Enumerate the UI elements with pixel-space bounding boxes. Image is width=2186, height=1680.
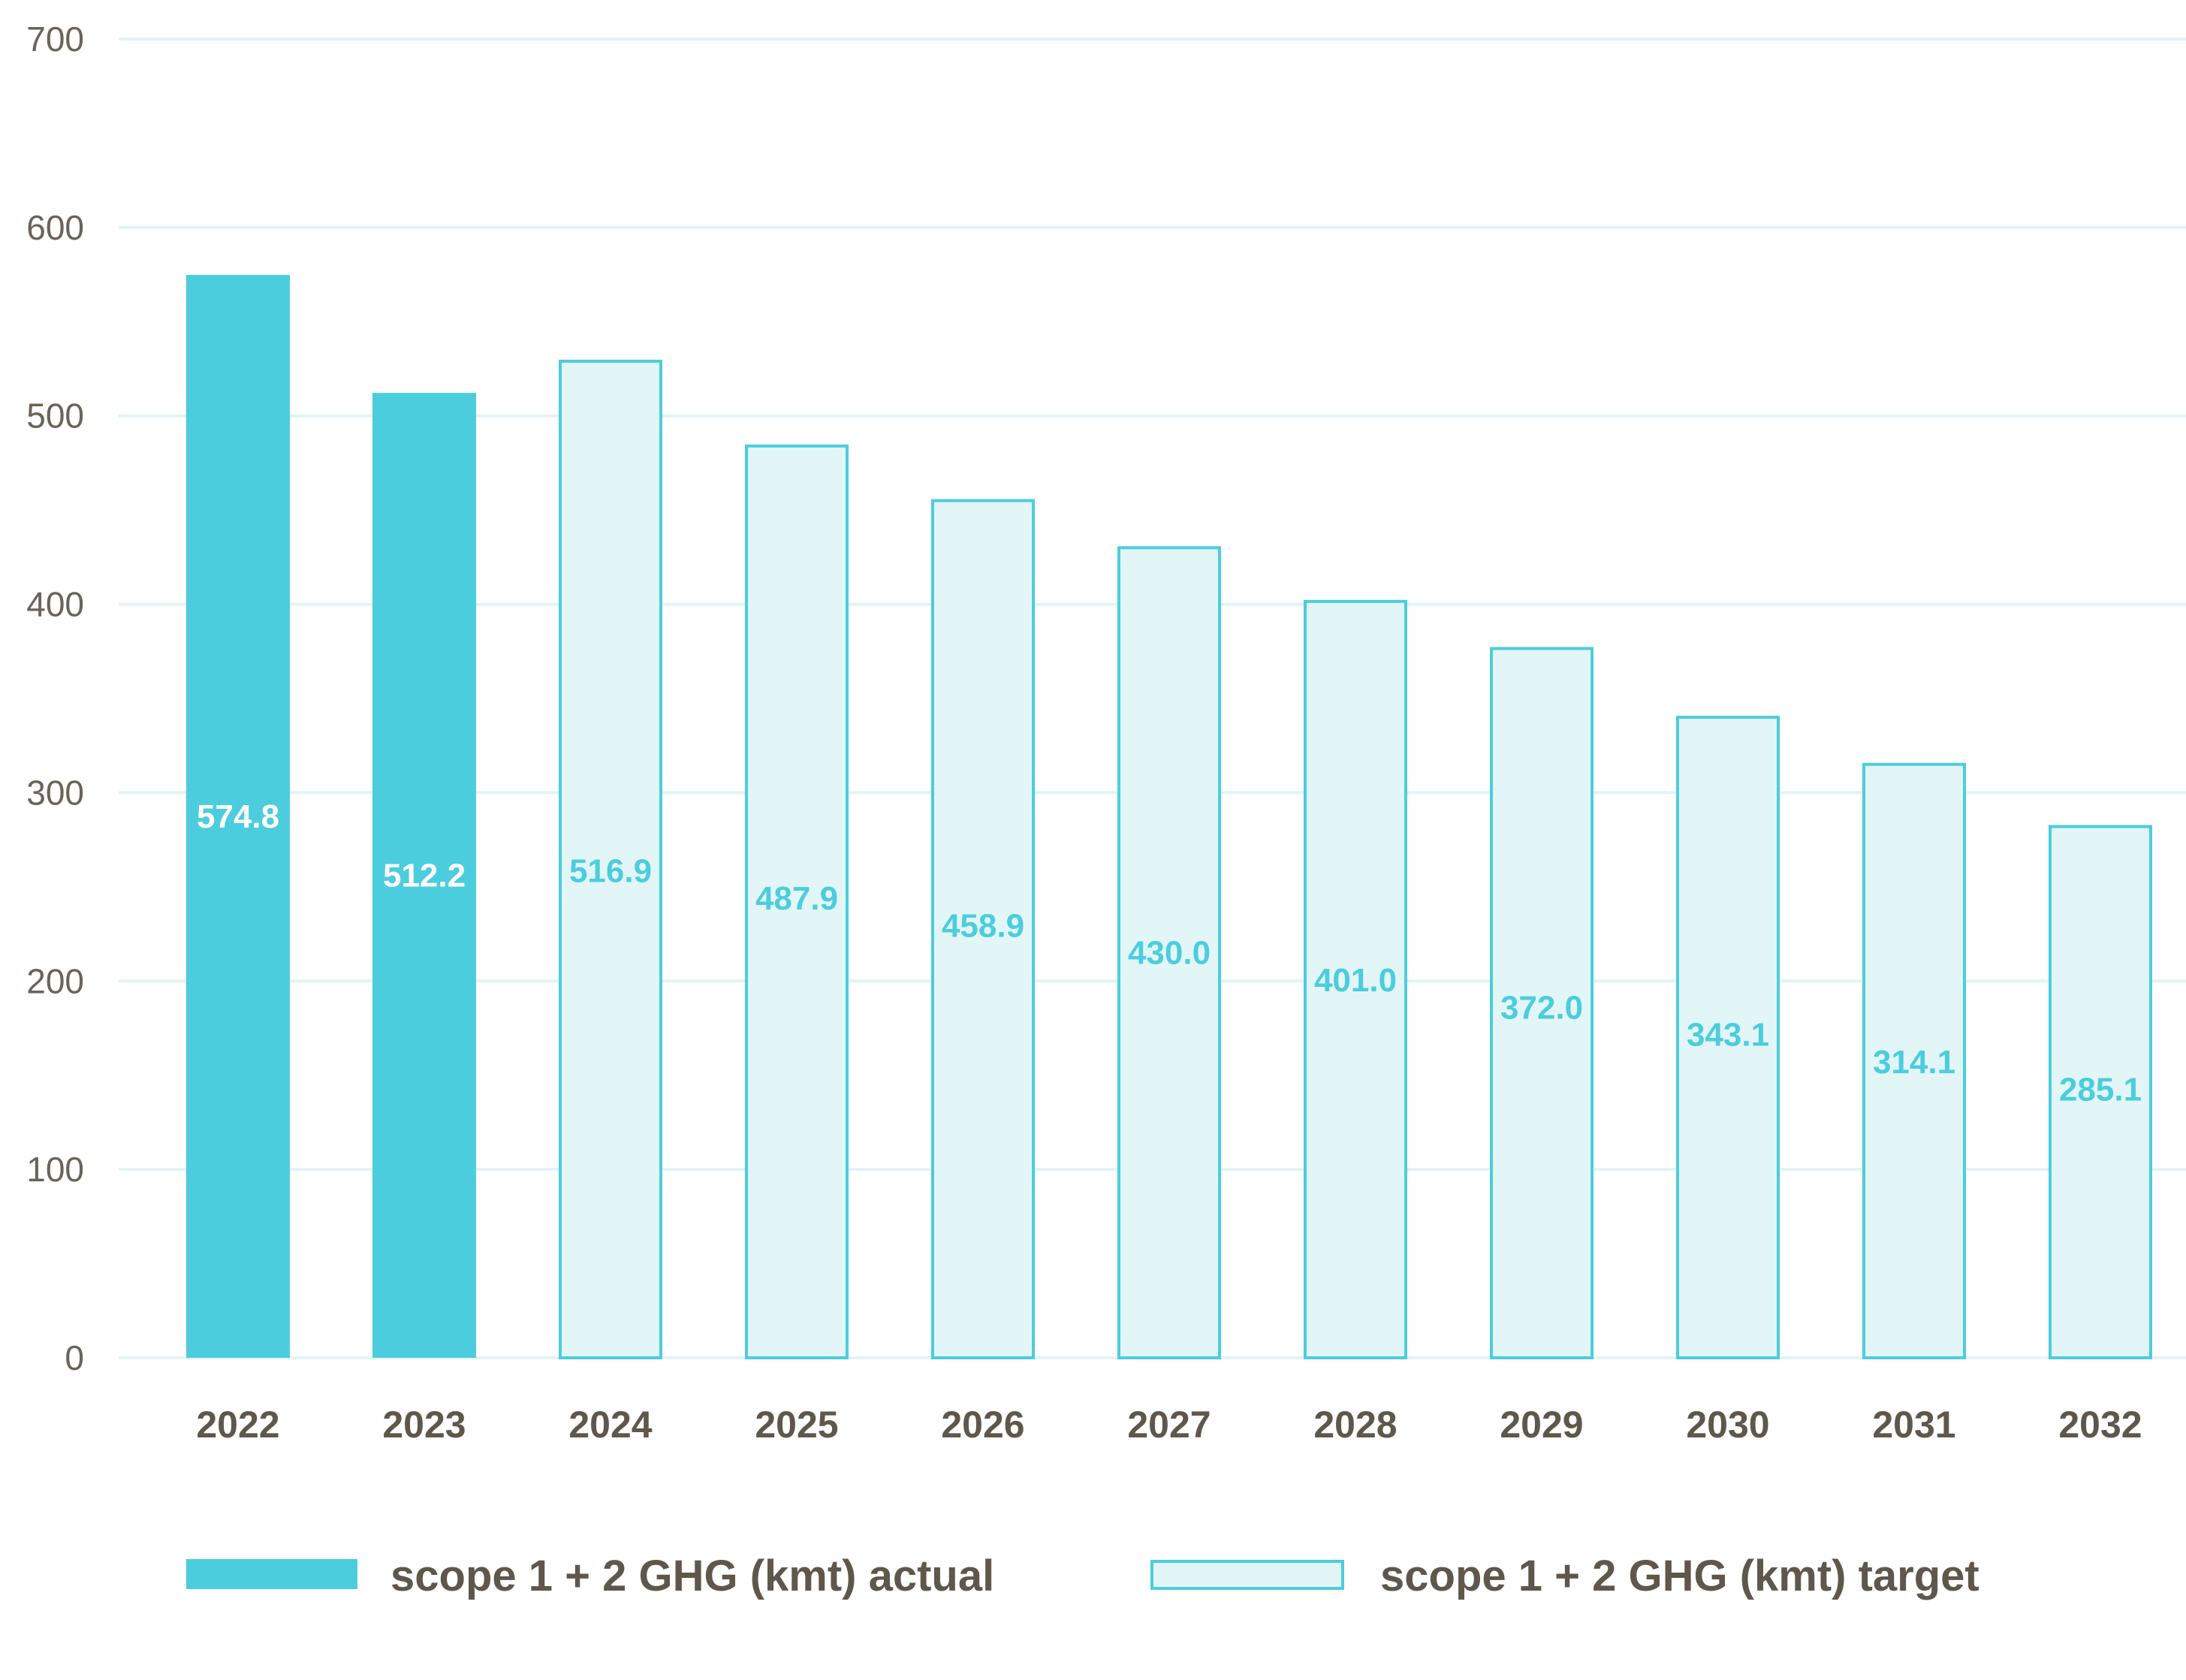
x-tick-label: 2031 bbox=[1872, 1404, 1955, 1446]
data-label: 512.2 bbox=[383, 858, 466, 894]
data-label: 285.1 bbox=[2059, 1071, 2142, 1108]
bar-target bbox=[745, 444, 849, 1359]
x-tick-label: 2025 bbox=[755, 1404, 838, 1446]
bar-target bbox=[1490, 647, 1594, 1359]
data-label: 372.0 bbox=[1500, 989, 1583, 1026]
bar-target bbox=[2049, 825, 2152, 1359]
x-tick-label: 2029 bbox=[1500, 1404, 1583, 1446]
x-tick-label: 2030 bbox=[1686, 1404, 1769, 1446]
x-tick-label: 2023 bbox=[382, 1404, 466, 1446]
data-label: 574.8 bbox=[197, 798, 279, 835]
bar-target bbox=[1304, 599, 1407, 1359]
y-tick-label: 500 bbox=[26, 397, 84, 436]
y-tick-label: 100 bbox=[26, 1150, 84, 1189]
bar-target bbox=[1117, 546, 1221, 1359]
x-tick-label: 2022 bbox=[196, 1404, 279, 1446]
data-labels: 574.8 512.2 516.9 487.9 458.9 430.0 401.0 372.0… bbox=[197, 798, 2142, 1108]
y-tick-label: 700 bbox=[26, 20, 84, 59]
x-tick-label: 2028 bbox=[1313, 1404, 1397, 1446]
data-label: 458.9 bbox=[942, 907, 1024, 944]
bar-actual bbox=[186, 275, 290, 1359]
bars bbox=[186, 275, 2152, 1360]
data-label: 516.9 bbox=[569, 853, 652, 890]
y-tick-label: 300 bbox=[26, 773, 84, 812]
bar-target bbox=[559, 359, 662, 1360]
legend-label-target: scope 1 + 2 GHG (kmt) target bbox=[1380, 1552, 1979, 1600]
data-label: 314.1 bbox=[1873, 1044, 1955, 1081]
x-tick-label: 2032 bbox=[2058, 1404, 2142, 1446]
data-label: 343.1 bbox=[1687, 1017, 1769, 1054]
bar-actual bbox=[372, 393, 476, 1358]
y-tick-label: 600 bbox=[26, 208, 84, 247]
data-label: 487.9 bbox=[755, 880, 838, 917]
legend-label-actual: scope 1 + 2 GHG (kmt) actual bbox=[390, 1552, 994, 1600]
x-axis-ticks: 2022 2023 2024 2025 2026 2027 2028 2029 2030 2031… bbox=[196, 1404, 2142, 1446]
data-label: 430.0 bbox=[1128, 935, 1211, 972]
legend: scope 1 + 2 GHG (kmt) actual scope 1 + 2… bbox=[186, 1552, 1979, 1600]
bar-target bbox=[931, 499, 1035, 1359]
bar-target bbox=[1676, 716, 1780, 1359]
legend-swatch-target bbox=[1150, 1560, 1344, 1590]
x-tick-label: 2024 bbox=[568, 1404, 652, 1446]
y-tick-label: 200 bbox=[26, 961, 84, 1000]
y-tick-label: 400 bbox=[26, 585, 84, 624]
y-tick-label: 0 bbox=[65, 1338, 84, 1377]
x-tick-label: 2027 bbox=[1127, 1404, 1211, 1446]
data-label: 401.0 bbox=[1314, 962, 1397, 999]
bar-target bbox=[1862, 762, 1966, 1359]
legend-swatch-actual bbox=[186, 1559, 357, 1589]
y-axis-ticks: 0 100 200 300 400 500 600 700 bbox=[26, 20, 84, 1377]
x-tick-label: 2026 bbox=[941, 1404, 1024, 1446]
